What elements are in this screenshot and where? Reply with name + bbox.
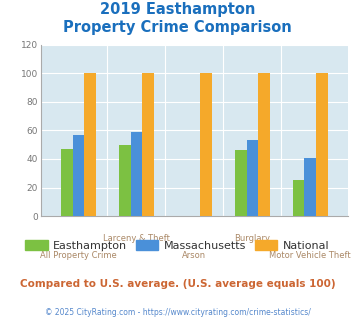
Text: All Property Crime: All Property Crime xyxy=(40,251,117,260)
Text: Arson: Arson xyxy=(182,251,206,260)
Bar xyxy=(131,132,142,216)
Bar xyxy=(258,73,270,216)
Text: Larceny & Theft: Larceny & Theft xyxy=(103,234,170,243)
Bar xyxy=(61,149,73,216)
Bar xyxy=(316,73,328,216)
Legend: Easthampton, Massachusetts, National: Easthampton, Massachusetts, National xyxy=(21,235,334,255)
Text: Motor Vehicle Theft: Motor Vehicle Theft xyxy=(269,251,351,260)
Text: Burglary: Burglary xyxy=(234,234,270,243)
Bar xyxy=(73,135,84,216)
Bar xyxy=(119,145,131,216)
Text: © 2025 CityRating.com - https://www.cityrating.com/crime-statistics/: © 2025 CityRating.com - https://www.city… xyxy=(45,308,310,316)
Bar xyxy=(293,181,305,216)
Text: 2019 Easthampton: 2019 Easthampton xyxy=(100,2,255,16)
Bar xyxy=(246,140,258,216)
Bar xyxy=(305,157,316,216)
Bar xyxy=(235,150,246,216)
Text: Compared to U.S. average. (U.S. average equals 100): Compared to U.S. average. (U.S. average … xyxy=(20,279,335,289)
Bar xyxy=(84,73,96,216)
Text: Property Crime Comparison: Property Crime Comparison xyxy=(63,20,292,35)
Bar xyxy=(142,73,154,216)
Bar xyxy=(200,73,212,216)
